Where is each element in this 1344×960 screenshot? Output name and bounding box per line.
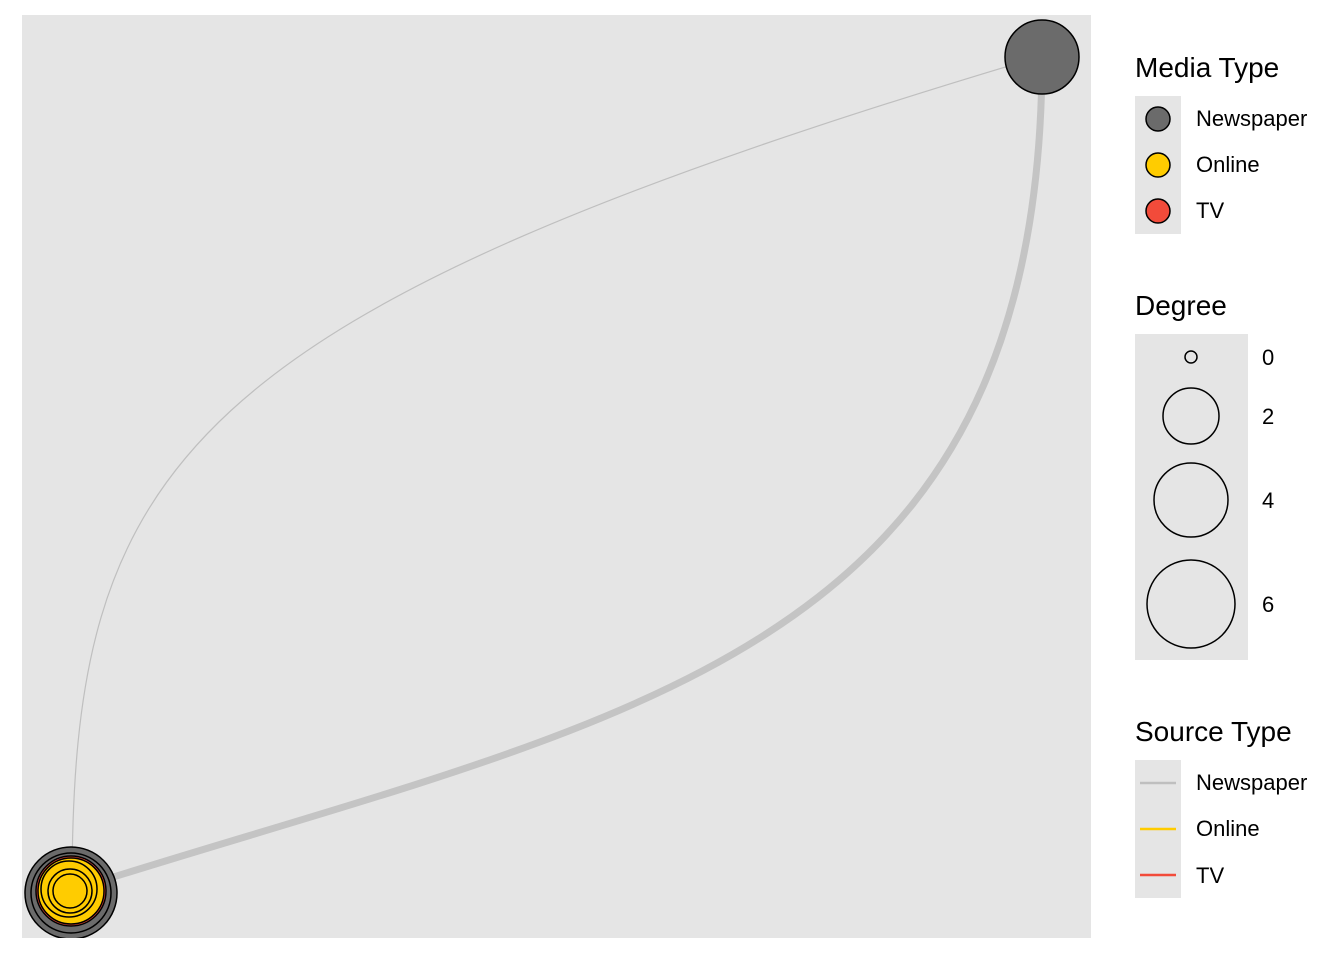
legend-media-swatch-online — [1145, 152, 1171, 178]
edge-thick — [70, 55, 1046, 894]
legend-source-swatches — [1140, 781, 1176, 877]
network-panel — [22, 15, 1091, 938]
legend-source-type: Source Type Newspaper Online TV — [1135, 716, 1307, 898]
legend-degree-label-4: 4 — [1262, 488, 1275, 513]
legend-source-label-tv: TV — [1196, 863, 1225, 888]
legend-media-keys — [1135, 96, 1181, 234]
legend-degree-label-0: 0 — [1262, 345, 1275, 370]
node-online-ring-4 — [52, 873, 88, 909]
legend-degree-swatch-4 — [1153, 462, 1229, 538]
edge-thin — [71, 55, 1043, 891]
legend-degree: Degree 0 2 4 6 — [1135, 290, 1274, 660]
legend-degree-swatch-0 — [1184, 350, 1198, 364]
legend-degree-title: Degree — [1135, 290, 1227, 321]
legend-source-label-online: Online — [1196, 816, 1260, 841]
legend-media-label-online: Online — [1196, 152, 1260, 177]
legend-source-title: Source Type — [1135, 716, 1292, 747]
legend-degree-swatch-6 — [1146, 559, 1236, 649]
legend-media-title: Media Type — [1135, 52, 1280, 83]
legend-degree-label-6: 6 — [1262, 592, 1275, 617]
legend-source-label-newspaper: Newspaper — [1196, 770, 1308, 795]
network-graph — [24, 19, 1080, 938]
node-cluster-bottom-left — [24, 846, 118, 938]
legend-media-label-tv: TV — [1196, 198, 1225, 223]
legend-media-swatch-tv — [1145, 198, 1171, 224]
legend-degree-swatches — [1146, 350, 1236, 649]
legend-degree-swatch-2 — [1162, 387, 1220, 445]
legend-media-type: Media Type Newspaper Online TV — [1135, 52, 1307, 234]
legend-media-swatches — [1145, 106, 1171, 224]
legend-degree-keys — [1135, 334, 1248, 660]
legend-source-keys — [1135, 760, 1181, 898]
legend-degree-label-2: 2 — [1262, 404, 1275, 429]
legend-media-swatch-newspaper — [1145, 106, 1171, 132]
legend-media-label-newspaper: Newspaper — [1196, 106, 1308, 131]
node-newspaper-top-right — [1004, 19, 1080, 95]
